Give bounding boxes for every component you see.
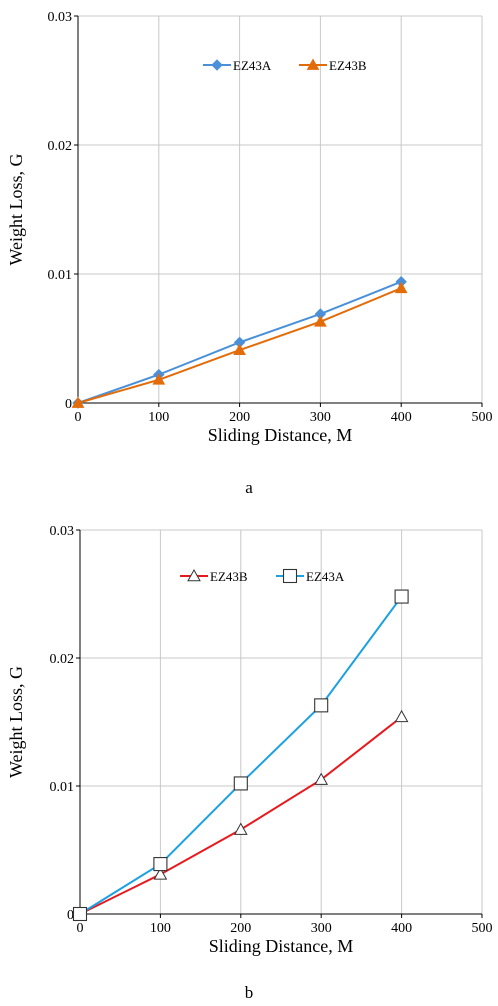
- data-point-ez43b: [314, 772, 329, 785]
- x-tick-label: 200: [230, 921, 251, 936]
- y-tick-label: 0.02: [48, 139, 73, 154]
- x-tick-label: 100: [150, 921, 171, 936]
- chart-b: 0 100 200 300 400 500 0 0.01 0.02 0.03 Sliding Dis…: [6, 524, 493, 956]
- chart-a: 0 100 200 300 400 500 0 0.01 0.02 0.03 Sliding Dis…: [6, 10, 493, 445]
- legend-entry-ez43b: EZ43B: [180, 568, 248, 584]
- legend-label: EZ43A: [233, 58, 272, 73]
- data-point-ez43b: [153, 867, 168, 880]
- legend-label: EZ43B: [210, 569, 248, 584]
- x-tick-label: 400: [391, 921, 412, 936]
- data-point-ez43b: [394, 709, 409, 723]
- x-tick-label: 500: [472, 410, 493, 425]
- data-point-ez43a: [233, 776, 248, 791]
- legend-marker: [282, 568, 298, 584]
- data-point-ez43b: [233, 822, 248, 835]
- x-tick-label: 300: [311, 921, 332, 936]
- legend-marker: [211, 59, 223, 71]
- x-tick-label: 500: [472, 921, 493, 936]
- x-tick-label: 0: [77, 921, 84, 936]
- caption-b: b: [244, 983, 254, 1002]
- data-point-ez43b: [314, 315, 327, 327]
- x-axis-title: Sliding Distance, M: [208, 425, 353, 445]
- legend-label: EZ43A: [306, 569, 345, 584]
- data-point-ez43b: [233, 343, 246, 356]
- chart-panel-a: 0 100 200 300 400 500 0 0.01 0.02 0.03 Sliding Dis…: [6, 10, 493, 497]
- legend-entry-ez43a: EZ43A: [276, 568, 345, 584]
- data-point-ez43b: [394, 281, 408, 294]
- data-point-ez43a: [72, 906, 88, 922]
- y-axis-title: Weight Loss, G: [6, 666, 26, 778]
- y-tick-label: 0.03: [48, 10, 73, 25]
- data-point-ez43b: [152, 373, 166, 385]
- data-point-ez43a: [314, 698, 329, 713]
- data-point-ez43a: [394, 589, 409, 604]
- series-ez43a: [72, 589, 409, 922]
- y-tick-label: 0.01: [50, 780, 75, 795]
- x-tick-label: 0: [75, 410, 82, 425]
- legend-label: EZ43B: [329, 58, 367, 73]
- x-tick-label: 300: [310, 410, 331, 425]
- y-tick-label: 0: [67, 908, 74, 923]
- x-tick-label: 200: [229, 410, 250, 425]
- data-point-ez43b: [71, 396, 85, 408]
- x-tick-label: 400: [391, 410, 412, 425]
- legend-entry-ez43a: EZ43A: [203, 58, 272, 73]
- x-axis-title: Sliding Distance, M: [209, 936, 354, 956]
- y-axis-title: Weight Loss, G: [6, 153, 26, 265]
- legend-marker: [187, 568, 201, 582]
- x-tick-label: 100: [148, 410, 169, 425]
- y-tick-label: 0.03: [50, 524, 75, 539]
- data-point-ez43a: [153, 857, 168, 872]
- caption-a: a: [245, 478, 253, 497]
- y-tick-label: 0.01: [48, 268, 73, 283]
- series-ez43b: [71, 281, 408, 408]
- y-tick-label: 0: [65, 397, 72, 412]
- y-tick-label: 0.02: [50, 652, 75, 667]
- legend-entry-ez43b: EZ43B: [299, 58, 367, 73]
- legend-marker: [306, 58, 320, 70]
- chart-panel-b: 0 100 200 300 400 500 0 0.01 0.02 0.03 Sliding Dis…: [0, 503, 498, 1006]
